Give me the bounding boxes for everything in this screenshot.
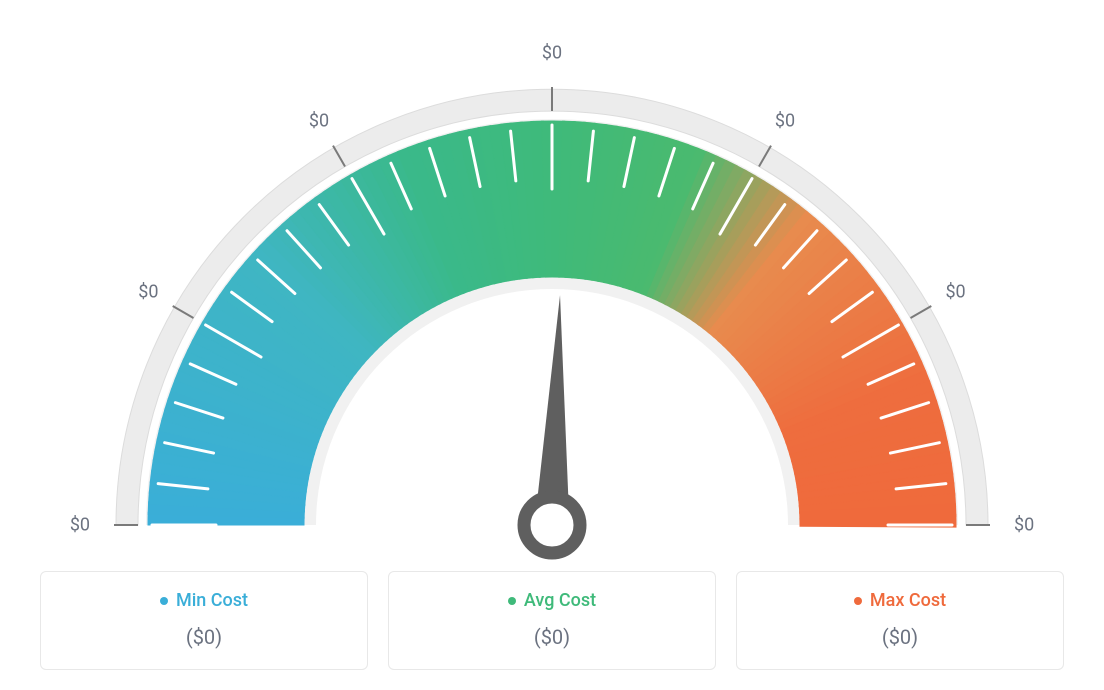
gauge-tick-label: $0 — [309, 111, 329, 132]
legend-title-text-max: Max Cost — [870, 590, 946, 611]
legend-dot-min — [160, 597, 168, 605]
legend-dot-max — [854, 597, 862, 605]
gauge-tick-label: $0 — [775, 111, 795, 132]
gauge-tick-label: $0 — [138, 282, 158, 303]
legend-card-avg: Avg Cost ($0) — [388, 571, 716, 671]
legend-row: Min Cost ($0) Avg Cost ($0) Max Cost ($0… — [0, 571, 1104, 671]
gauge-chart: $0 $0 $0 $0 $0 $0 $0 — [0, 0, 1104, 560]
gauge-tick-label: $0 — [945, 282, 965, 303]
legend-title-max: Max Cost — [854, 590, 946, 611]
legend-dot-avg — [508, 597, 516, 605]
legend-title-text-min: Min Cost — [176, 590, 248, 611]
gauge-svg-container — [0, 0, 1104, 564]
legend-value-min: ($0) — [61, 625, 347, 649]
gauge-tick-label: $0 — [70, 515, 90, 536]
legend-card-min: Min Cost ($0) — [40, 571, 368, 671]
gauge-svg — [0, 0, 1104, 560]
legend-value-avg: ($0) — [409, 625, 695, 649]
gauge-tick-label: $0 — [542, 43, 562, 64]
gauge-tick-label: $0 — [1014, 515, 1034, 536]
legend-title-text-avg: Avg Cost — [524, 590, 596, 611]
legend-title-avg: Avg Cost — [508, 590, 596, 611]
legend-title-min: Min Cost — [160, 590, 248, 611]
legend-value-max: ($0) — [757, 625, 1043, 649]
legend-card-max: Max Cost ($0) — [736, 571, 1064, 671]
